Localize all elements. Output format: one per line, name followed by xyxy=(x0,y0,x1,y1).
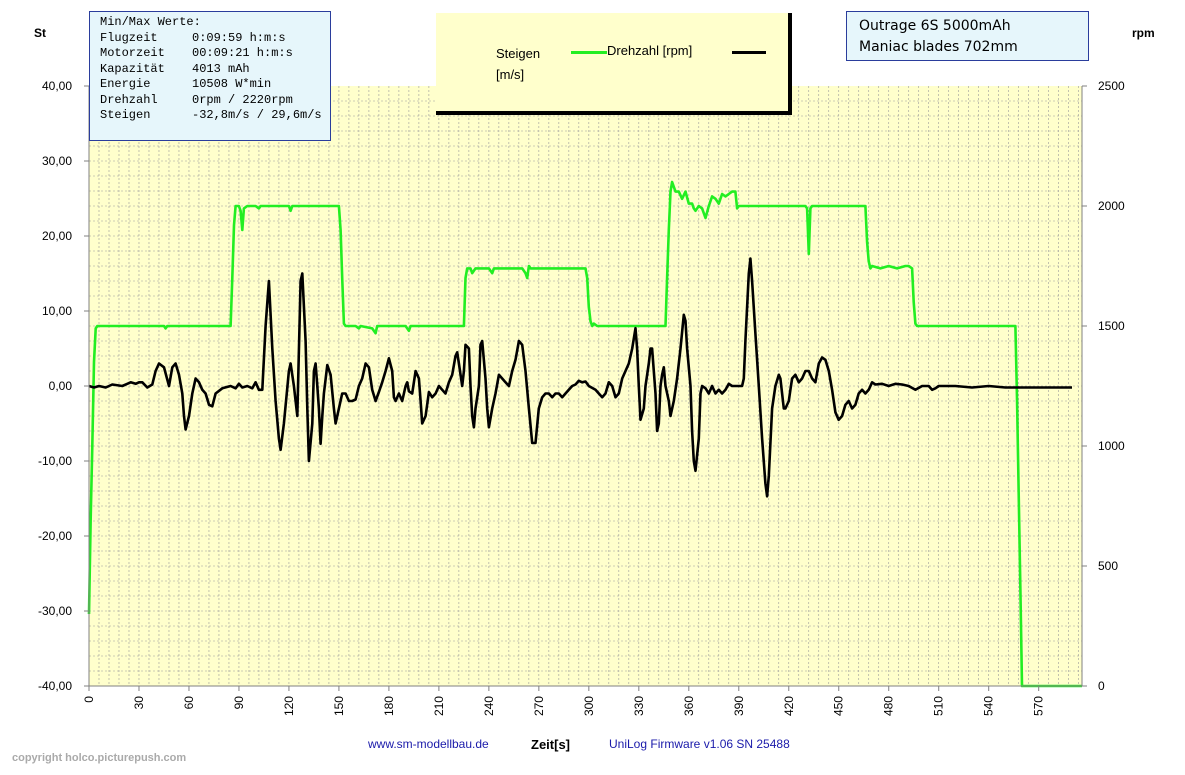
stat-row-motorzeit: Motorzeit 00:09:21 h:m:s xyxy=(100,46,330,62)
axes: -40,00 -30,00 -20,00 -10,00 0,00 10,00 20,00 30… xyxy=(38,79,1125,716)
legend-label-drehzahl: Drehzahl [rpm] xyxy=(607,43,693,58)
title-line-1: Outrage 6S 5000mAh xyxy=(859,18,1011,34)
y1-tick-label: -20,00 xyxy=(38,529,72,543)
y1-tick-label: 10,00 xyxy=(42,304,72,318)
stat-value: 10508 W*min xyxy=(192,77,272,91)
series-layer xyxy=(87,180,1082,688)
x-tick-label: 330 xyxy=(632,696,646,716)
stat-value: 0rpm / 2220rpm xyxy=(192,92,293,107)
stat-value: 00:09:21 h:m:s xyxy=(192,46,293,60)
y2-axis-title: rpm xyxy=(1132,26,1155,40)
x-tick-label: 510 xyxy=(932,696,946,716)
minmax-info-box: Min/Max Werte: Flugzeit 0:09:59 h:m:s Mot… xyxy=(89,11,331,141)
stat-row-energie: Energie 10508 W*min xyxy=(100,77,330,93)
y1-tick-label: 40,00 xyxy=(42,79,72,93)
footer-website-link[interactable]: www.sm-modellbau.de xyxy=(368,737,489,751)
minmax-header: Min/Max Werte: xyxy=(100,15,201,29)
series-line-steigen xyxy=(88,257,1072,498)
stat-label: Energie xyxy=(100,77,151,91)
x-axis-title: Zeit[s] xyxy=(531,737,570,752)
y2-tick-label: 1000 xyxy=(1098,439,1125,453)
y1-tick-label: -10,00 xyxy=(38,454,72,468)
copyright-watermark: copyright holco.picturepush.com xyxy=(12,752,187,764)
x-tick-label: 0 xyxy=(82,696,96,703)
stat-label: Kapazität xyxy=(100,61,165,76)
x-tick-label: 360 xyxy=(682,696,696,716)
x-tick-label: 450 xyxy=(832,696,846,716)
y1-tick-label: 20,00 xyxy=(42,229,72,243)
gridlines xyxy=(89,86,1082,686)
y1-axis-title: St xyxy=(34,26,46,40)
y1-tick-label: -30,00 xyxy=(38,604,72,618)
x-tick-label: 480 xyxy=(882,696,896,716)
x-tick-label: 210 xyxy=(432,696,446,716)
legend-swatch-drehzahl xyxy=(732,51,766,54)
y2-tick-label: 2000 xyxy=(1098,199,1125,213)
y2-tick-label: 0 xyxy=(1098,679,1105,693)
y1-tick-label: -40,00 xyxy=(38,679,72,693)
x-tick-label: 90 xyxy=(232,696,246,710)
x-tick-label: 180 xyxy=(382,696,396,716)
stat-row-kapazitaet: Kapazität 4013 mAh xyxy=(100,62,330,78)
x-tick-label: 240 xyxy=(482,696,496,716)
x-tick-label: 150 xyxy=(332,696,346,716)
x-tick-label: 540 xyxy=(982,696,996,716)
legend-swatch-steigen xyxy=(571,51,607,54)
y2-tick-label: 500 xyxy=(1098,559,1118,573)
stat-label: Flugzeit xyxy=(100,30,158,45)
x-tick-label: 120 xyxy=(282,696,296,716)
stat-value: 0:09:59 h:m:s xyxy=(192,30,286,45)
series-line-drehzahl xyxy=(87,180,1082,688)
stat-label: Motorzeit xyxy=(100,46,165,60)
y1-tick-label: 0,00 xyxy=(49,379,73,393)
y2-tick-label: 2500 xyxy=(1098,79,1125,93)
title-line-2: Maniac blades 702mm xyxy=(859,39,1018,55)
y2-tick-label: 1500 xyxy=(1098,319,1125,333)
stat-row-flugzeit: Flugzeit 0:09:59 h:m:s xyxy=(100,31,330,47)
stat-label: Steigen xyxy=(100,108,151,122)
legend-label-steigen: Steigen [m/s] xyxy=(496,46,541,82)
x-tick-label: 270 xyxy=(532,696,546,716)
stat-value: -32,8m/s / 29,6m/s xyxy=(192,108,322,122)
x-tick-label: 300 xyxy=(582,696,596,716)
x-tick-label: 60 xyxy=(182,696,196,710)
x-tick-label: 30 xyxy=(132,696,146,710)
footer-firmware: UniLog Firmware v1.06 SN 25488 xyxy=(609,737,790,751)
x-tick-label: 420 xyxy=(782,696,796,716)
model-title-box: Outrage 6S 5000mAh Maniac blades 702mm xyxy=(846,11,1089,61)
x-tick-label: 570 xyxy=(1032,696,1046,716)
y1-tick-label: 30,00 xyxy=(42,154,72,168)
x-tick-label: 390 xyxy=(732,696,746,716)
stat-row-drehzahl: Drehzahl 0rpm / 2220rpm xyxy=(100,93,330,109)
stat-value: 4013 mAh xyxy=(192,61,250,76)
chart-legend: Steigen [m/s] Drehzahl [rpm] xyxy=(436,13,792,115)
stat-row-steigen: Steigen -32,8m/s / 29,6m/s xyxy=(100,108,330,124)
stat-label: Drehzahl xyxy=(100,92,158,107)
